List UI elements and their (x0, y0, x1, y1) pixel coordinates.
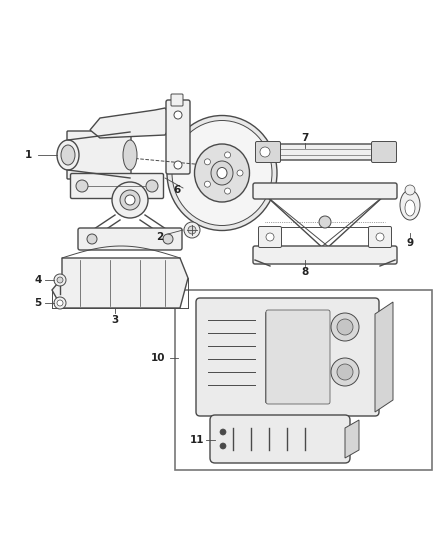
Circle shape (87, 234, 97, 244)
FancyBboxPatch shape (71, 174, 163, 198)
Text: 10: 10 (151, 353, 165, 363)
Ellipse shape (217, 167, 227, 179)
Ellipse shape (123, 140, 137, 170)
Text: 2: 2 (156, 232, 164, 242)
Polygon shape (90, 108, 175, 138)
Circle shape (188, 226, 196, 234)
FancyBboxPatch shape (196, 298, 379, 416)
Circle shape (54, 274, 66, 286)
Circle shape (174, 111, 182, 119)
Text: 3: 3 (111, 315, 119, 325)
Circle shape (405, 185, 415, 195)
Circle shape (54, 297, 66, 309)
Text: 7: 7 (301, 133, 309, 143)
FancyBboxPatch shape (371, 141, 396, 163)
Circle shape (205, 181, 210, 187)
Text: 11: 11 (190, 435, 204, 445)
Polygon shape (52, 258, 188, 308)
Circle shape (220, 443, 226, 449)
Circle shape (112, 182, 148, 218)
Circle shape (57, 277, 63, 283)
Circle shape (225, 152, 230, 158)
Text: 1: 1 (25, 150, 32, 160)
Circle shape (331, 358, 359, 386)
Ellipse shape (400, 190, 420, 220)
Polygon shape (375, 302, 393, 412)
Circle shape (125, 195, 135, 205)
Polygon shape (345, 420, 359, 458)
FancyBboxPatch shape (210, 415, 350, 463)
Circle shape (220, 429, 226, 435)
Circle shape (376, 233, 384, 241)
Ellipse shape (167, 116, 277, 230)
Circle shape (319, 216, 331, 228)
Circle shape (174, 161, 182, 169)
Bar (175, 290, 432, 470)
FancyBboxPatch shape (368, 227, 392, 247)
FancyBboxPatch shape (67, 131, 131, 179)
Circle shape (76, 180, 88, 192)
Ellipse shape (211, 161, 233, 185)
FancyBboxPatch shape (166, 100, 190, 174)
Circle shape (146, 180, 158, 192)
Circle shape (260, 147, 270, 157)
Ellipse shape (405, 200, 415, 216)
Ellipse shape (61, 145, 75, 165)
FancyBboxPatch shape (258, 227, 282, 247)
FancyBboxPatch shape (253, 183, 397, 199)
Ellipse shape (194, 144, 250, 202)
FancyBboxPatch shape (266, 310, 330, 404)
Circle shape (57, 300, 63, 306)
Text: 8: 8 (301, 267, 309, 277)
Circle shape (205, 159, 210, 165)
FancyBboxPatch shape (263, 144, 387, 160)
FancyBboxPatch shape (253, 246, 397, 264)
Text: 9: 9 (406, 238, 413, 248)
Circle shape (225, 188, 230, 194)
Circle shape (237, 170, 243, 176)
Circle shape (120, 190, 140, 210)
FancyBboxPatch shape (171, 94, 183, 106)
Circle shape (331, 313, 359, 341)
Text: 5: 5 (34, 298, 42, 308)
Text: 6: 6 (173, 185, 180, 195)
Circle shape (266, 233, 274, 241)
Ellipse shape (57, 140, 79, 170)
Circle shape (337, 364, 353, 380)
FancyBboxPatch shape (255, 141, 280, 163)
Ellipse shape (172, 120, 272, 225)
Circle shape (337, 319, 353, 335)
Text: 4: 4 (34, 275, 42, 285)
Circle shape (184, 222, 200, 238)
FancyBboxPatch shape (78, 228, 182, 250)
Circle shape (163, 234, 173, 244)
